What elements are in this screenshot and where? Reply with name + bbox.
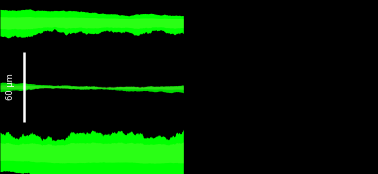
Text: Alginate gel layer: Alginate gel layer [236,50,339,60]
Text: FITC: FITC [316,137,333,143]
Text: (PLL/HA): (PLL/HA) [236,146,287,156]
Text: 10: 10 [287,156,297,165]
Text: (PLL/HA): (PLL/HA) [236,18,287,28]
Text: FITC: FITC [316,8,333,14]
Text: -PLL: -PLL [294,18,319,28]
Text: -PLL: -PLL [291,82,316,92]
Text: FITC: FITC [313,73,331,79]
Text: Alginate gel layer: Alginate gel layer [236,114,339,124]
Text: 60 μm: 60 μm [6,74,15,100]
Text: (PLL/HA): (PLL/HA) [236,82,287,92]
Text: 10: 10 [287,28,297,37]
Text: 3: 3 [287,92,291,101]
Text: -PLL: -PLL [294,146,319,156]
